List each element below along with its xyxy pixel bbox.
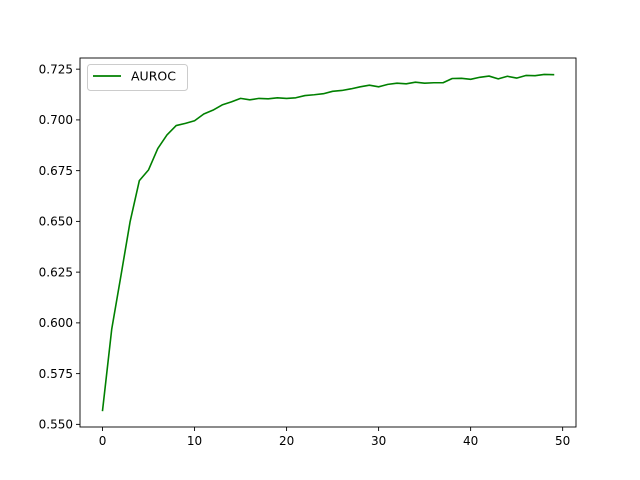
x-tick-label: 40: [463, 434, 478, 448]
x-tick-label: 20: [279, 434, 294, 448]
y-tick-label: 0.550: [39, 418, 73, 432]
y-tick-label: 0.600: [39, 316, 73, 330]
y-tick-label: 0.575: [39, 367, 73, 381]
legend: AUROC: [87, 64, 188, 91]
y-tick-label: 0.675: [39, 164, 73, 178]
x-tick-label: 0: [99, 434, 107, 448]
y-tick-label: 0.625: [39, 265, 73, 279]
legend-label-auroc: AUROC: [131, 69, 176, 84]
x-tick-label: 10: [187, 434, 202, 448]
y-tick-label: 0.725: [39, 62, 73, 76]
series-layer: [101, 73, 555, 412]
plot-frame: [79, 57, 577, 428]
axes-layer: 0 10 20 30 40 50 0.550 0.575 0.600 0.625 0.650 0.67…: [39, 57, 577, 448]
series-line-auroc: [101, 73, 555, 412]
legend-frame: [87, 64, 188, 91]
x-tick-label: 30: [371, 434, 386, 448]
x-tick-label: 50: [555, 434, 570, 448]
y-tick-label: 0.650: [39, 215, 73, 229]
y-tick-label: 0.700: [39, 113, 73, 127]
